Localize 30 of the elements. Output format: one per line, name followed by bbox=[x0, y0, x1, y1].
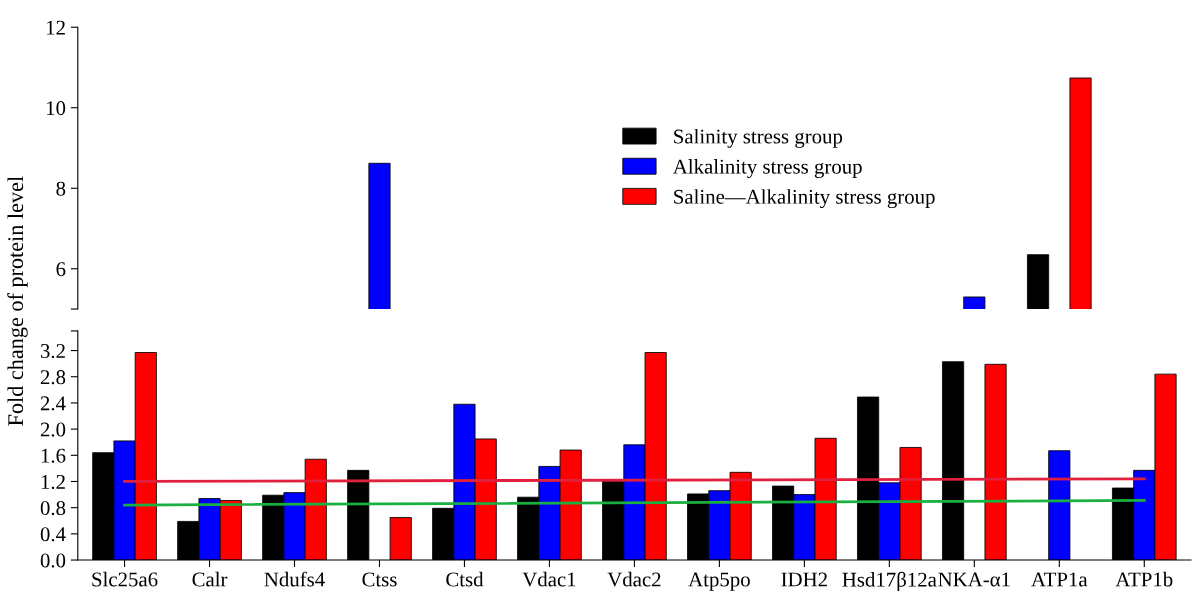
y-axis-title: Fold change of protein level bbox=[7, 176, 28, 426]
x-tick-label: Ctsd bbox=[446, 571, 484, 587]
x-tick-label: Ctss bbox=[362, 572, 397, 587]
x-tick-label: Vdac1 bbox=[522, 571, 576, 587]
x-tick-label: ATP1b bbox=[1115, 571, 1173, 587]
y-tick-label: 12 bbox=[47, 20, 65, 35]
legend-label: Saline—Alkalinity stress group bbox=[674, 189, 935, 209]
y-tick-label: 10 bbox=[47, 101, 66, 116]
x-tick-label: Hsd17β12a bbox=[842, 571, 937, 591]
y-tick-label: 2.8 bbox=[40, 370, 66, 385]
x-tick-label: Ndufs4 bbox=[264, 571, 325, 587]
x-tick-label: IDH2 bbox=[781, 572, 827, 587]
y-tick-label: 0.8 bbox=[40, 501, 66, 516]
legend-label: Alkalinity stress group bbox=[672, 159, 862, 178]
x-tick-label: Vdac2 bbox=[607, 571, 661, 587]
y-tick-label: 2.0 bbox=[40, 422, 66, 437]
y-tick-label: 6 bbox=[56, 262, 66, 277]
x-tick-label: Atp5po bbox=[688, 572, 750, 591]
y-tick-label: 1.6 bbox=[41, 448, 66, 463]
y-tick-label: 2.4 bbox=[40, 396, 66, 411]
y-tick-label: 3.2 bbox=[40, 344, 65, 359]
x-tick-label: Calr bbox=[192, 571, 228, 587]
y-tick-label: 1.2 bbox=[41, 474, 65, 490]
x-tick-label: NKA-α1 bbox=[938, 572, 1010, 587]
x-tick-label: ATP1a bbox=[1031, 572, 1088, 587]
legend-label: Salinity stress group bbox=[674, 128, 843, 148]
x-tick-label: Slc25a6 bbox=[92, 571, 158, 587]
y-tick-label: 0.4 bbox=[40, 527, 66, 542]
y-tick-label: 8 bbox=[56, 181, 66, 196]
y-tick-label: 0.0 bbox=[40, 553, 66, 568]
